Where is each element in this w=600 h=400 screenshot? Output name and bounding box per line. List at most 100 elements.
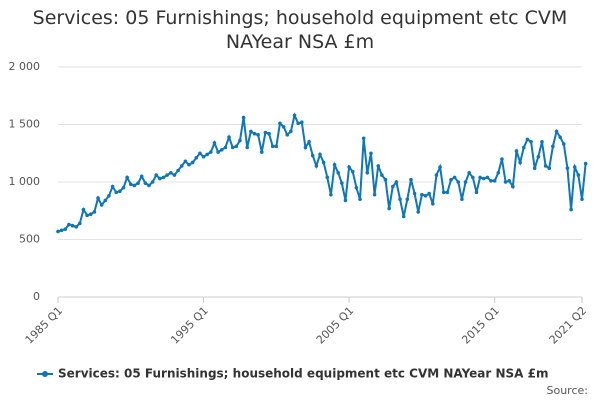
- point: [390, 184, 395, 189]
- point: [169, 171, 173, 175]
- point: [118, 189, 122, 193]
- point: [259, 150, 264, 154]
- point: [554, 129, 559, 134]
- point: [474, 190, 479, 195]
- point: [158, 176, 162, 181]
- point: [139, 174, 144, 179]
- point: [110, 184, 115, 189]
- point: [114, 190, 119, 195]
- point: [96, 196, 100, 200]
- point: [143, 181, 148, 185]
- point: [318, 152, 322, 157]
- point: [187, 162, 191, 167]
- point: [300, 120, 304, 124]
- point: [518, 160, 522, 165]
- point: [329, 192, 333, 197]
- point: [274, 144, 279, 149]
- point: [405, 197, 410, 202]
- legend-marker: [42, 371, 48, 377]
- point: [376, 164, 381, 168]
- point: [496, 171, 501, 175]
- point: [289, 129, 293, 134]
- point: [241, 115, 246, 120]
- point: [478, 175, 482, 180]
- point: [321, 160, 326, 165]
- point: [70, 223, 75, 228]
- point: [485, 175, 490, 180]
- point: [409, 177, 413, 182]
- point: [150, 180, 155, 184]
- point: [583, 161, 588, 166]
- point: [99, 203, 104, 207]
- point: [434, 173, 439, 177]
- point: [212, 141, 217, 145]
- point: [467, 171, 471, 175]
- point: [569, 207, 573, 212]
- point: [463, 180, 468, 184]
- point: [456, 180, 461, 184]
- point: [183, 159, 188, 164]
- point: [471, 175, 475, 180]
- point: [128, 182, 133, 187]
- point: [438, 165, 442, 169]
- point: [121, 185, 126, 190]
- point: [194, 156, 199, 160]
- point: [529, 139, 533, 144]
- point: [292, 113, 297, 118]
- point: [136, 181, 140, 185]
- point: [340, 181, 344, 185]
- point: [387, 206, 391, 211]
- point: [372, 192, 377, 197]
- point: [230, 145, 235, 150]
- y-tick-label: 1 500: [9, 118, 41, 131]
- point: [423, 194, 428, 198]
- point: [245, 145, 250, 150]
- x-tick-label: 2015 Q1: [459, 304, 502, 347]
- point: [172, 173, 177, 177]
- point: [74, 225, 78, 229]
- point: [161, 175, 166, 180]
- point: [281, 125, 286, 129]
- point: [132, 183, 137, 188]
- point: [296, 121, 300, 126]
- point: [365, 171, 370, 175]
- point: [481, 176, 486, 181]
- y-tick-label: 2 000: [9, 60, 41, 73]
- x-tick-label: 1985 Q1: [23, 304, 66, 347]
- point: [427, 191, 431, 196]
- series-line: [57, 112, 587, 233]
- point: [267, 131, 271, 136]
- point: [179, 164, 184, 168]
- x-tick-label: 2005 Q1: [314, 304, 357, 347]
- point: [56, 229, 60, 234]
- point: [176, 168, 180, 173]
- point: [59, 228, 64, 233]
- point: [350, 169, 355, 174]
- y-tick-label: 1 000: [9, 175, 41, 188]
- point: [536, 154, 541, 159]
- point: [380, 173, 384, 177]
- point: [201, 154, 206, 159]
- point: [147, 183, 151, 188]
- x-tick-label: 1995 Q1: [168, 304, 211, 347]
- point: [332, 162, 337, 167]
- point: [223, 145, 228, 150]
- point: [562, 142, 566, 146]
- point: [285, 133, 290, 137]
- point: [347, 165, 351, 169]
- point: [63, 227, 68, 231]
- point: [416, 210, 421, 214]
- point: [394, 180, 399, 184]
- point: [125, 175, 129, 180]
- point: [576, 173, 581, 177]
- point: [78, 221, 82, 226]
- point: [514, 149, 519, 153]
- point: [249, 129, 253, 134]
- point: [580, 197, 584, 202]
- point: [503, 180, 508, 184]
- point: [256, 133, 260, 137]
- y-tick-label: 0: [33, 290, 40, 303]
- point: [431, 202, 435, 206]
- point: [420, 192, 424, 197]
